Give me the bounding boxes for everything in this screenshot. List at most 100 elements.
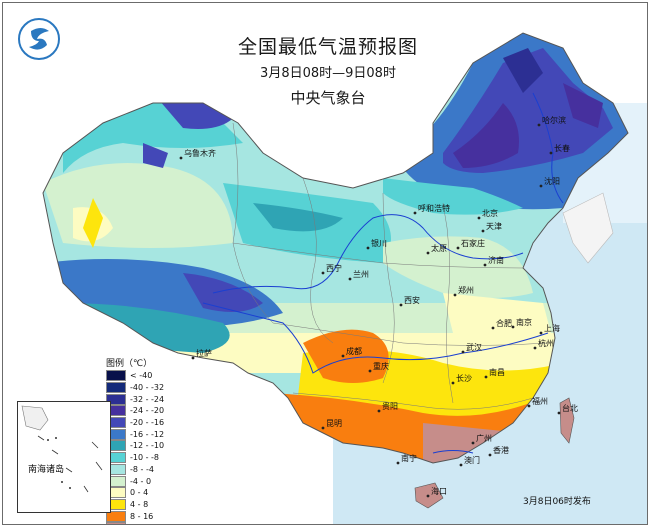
city-label: 重庆	[373, 361, 389, 371]
legend-item: < -40	[106, 370, 176, 382]
city-label: 南宁	[401, 453, 417, 463]
city-dot	[491, 326, 495, 330]
legend-item: -32 - -24	[106, 393, 176, 405]
city-marker: 北京	[477, 208, 498, 220]
city-marker: 澳门	[459, 455, 480, 467]
cma-logo-icon	[18, 18, 60, 60]
legend-swatch	[106, 522, 126, 524]
city-dot	[321, 271, 325, 275]
city-dot	[511, 325, 515, 329]
legend-item: -12 - -10	[106, 440, 176, 452]
city-dot	[366, 246, 370, 250]
city-marker: 重庆	[368, 361, 389, 373]
legend-label: -10 - -8	[130, 453, 160, 463]
city-marker: 拉萨	[191, 348, 212, 360]
city-dot	[477, 216, 481, 220]
legend: 图例（℃） < -40 -40 - -32 -32 - -24 -24 - -20 -2…	[106, 358, 176, 524]
legend-item: -16 - -12	[106, 428, 176, 440]
city-dot	[549, 151, 553, 155]
city-dot	[377, 409, 381, 413]
city-dot	[191, 356, 195, 360]
city-dot	[459, 463, 463, 467]
city-label: 乌鲁木齐	[184, 148, 216, 158]
city-label: 济南	[488, 255, 504, 265]
legend-rows: < -40 -40 - -32 -32 - -24 -24 - -20 -20 - -1…	[106, 370, 176, 524]
city-marker: 天津	[481, 221, 502, 233]
city-dot	[341, 354, 345, 358]
city-marker: 兰州	[348, 269, 369, 281]
map-title: 全国最低气温预报图	[237, 36, 418, 58]
city-marker: 合肥	[491, 318, 512, 330]
city-label: 沈阳	[544, 176, 560, 186]
city-dot	[348, 277, 352, 281]
inset-label: 南海诸岛	[28, 465, 65, 475]
city-marker: 上海	[539, 323, 560, 335]
city-label: 武汉	[466, 342, 482, 352]
legend-swatch	[106, 382, 126, 394]
city-label: 杭州	[538, 338, 554, 348]
legend-label: -12 - -10	[130, 441, 165, 451]
city-label: 台北	[562, 403, 578, 413]
legend-label: > 16	[130, 523, 149, 524]
city-dot	[537, 123, 541, 127]
city-marker: 台北	[557, 403, 578, 415]
city-label: 南昌	[489, 367, 505, 377]
city-marker: 成都	[341, 346, 362, 358]
city-dot	[451, 381, 455, 385]
legend-item: -10 - -8	[106, 452, 176, 464]
city-dot	[533, 346, 537, 350]
city-label: 南京	[516, 317, 532, 327]
city-dot	[539, 331, 543, 335]
city-label: 银川	[371, 238, 387, 248]
legend-swatch	[106, 393, 126, 405]
city-dot	[321, 426, 325, 430]
city-marker: 哈尔滨	[537, 115, 566, 127]
neighbour-land	[562, 192, 614, 264]
legend-item: > 16	[106, 522, 176, 524]
legend-label: -32 - -24	[130, 394, 165, 404]
city-marker: 福州	[527, 397, 548, 408]
city-dot	[461, 350, 465, 354]
city-label: 北京	[482, 208, 498, 218]
city-marker: 南京	[511, 317, 532, 329]
legend-swatch	[106, 370, 126, 382]
city-dot	[471, 441, 475, 445]
city-label: 呼和浩特	[418, 203, 450, 213]
city-label: 长沙	[456, 373, 472, 383]
city-dot	[488, 453, 492, 457]
city-marker: 西宁	[321, 263, 342, 275]
city-label: 太原	[431, 243, 447, 253]
city-dot	[483, 263, 487, 267]
city-label: 成都	[346, 346, 362, 356]
city-label: 香港	[493, 445, 509, 455]
city-marker: 乌鲁木齐	[179, 148, 216, 160]
city-marker: 贵阳	[377, 401, 398, 413]
city-marker: 石家庄	[456, 238, 485, 250]
city-label: 西宁	[326, 263, 342, 273]
city-marker: 沈阳	[539, 176, 560, 188]
city-dot	[481, 229, 485, 233]
city-dot	[179, 156, 183, 160]
legend-swatch	[106, 510, 126, 522]
city-label: 海口	[431, 486, 447, 496]
city-marker: 西安	[399, 295, 420, 307]
city-marker: 香港	[488, 445, 509, 457]
city-dot	[453, 293, 457, 297]
city-marker: 郑州	[453, 285, 474, 297]
legend-label: -20 - -16	[130, 418, 165, 428]
legend-item: 0 - 4	[106, 487, 176, 499]
city-dot	[413, 211, 417, 215]
city-dot	[456, 246, 460, 250]
city-label: 广州	[476, 433, 492, 443]
city-marker: 济南	[483, 255, 504, 267]
city-label: 昆明	[326, 419, 342, 428]
city-label: 贵阳	[382, 401, 398, 411]
city-marker: 南昌	[484, 367, 505, 379]
city-marker: 长春	[549, 143, 570, 155]
city-dot	[484, 375, 488, 379]
city-label: 郑州	[458, 285, 474, 295]
title-block: 全国最低气温预报图 3月8日08时—9日08时 中央气象台	[213, 35, 443, 109]
